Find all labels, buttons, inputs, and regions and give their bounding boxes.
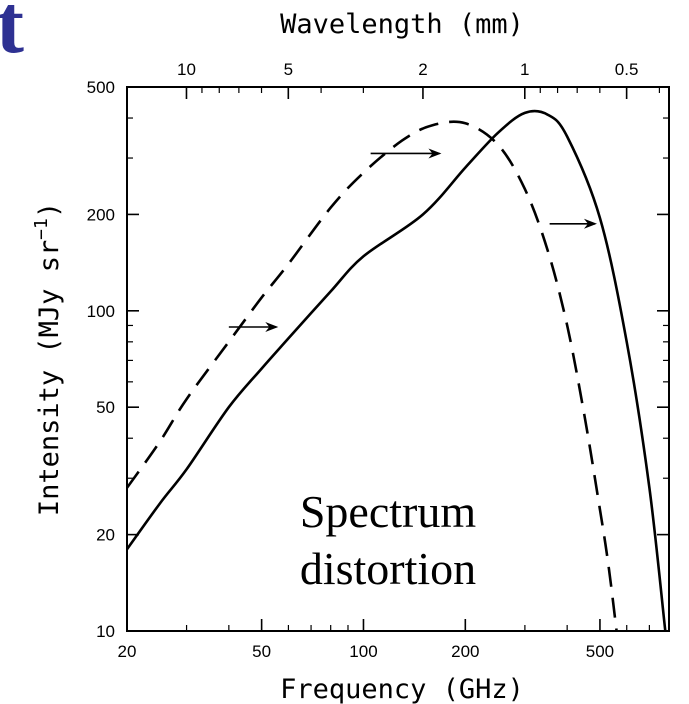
shift-arrow-head — [583, 218, 597, 229]
top-axis-title: Wavelength (mm) — [280, 9, 524, 40]
x-tick-label: 500 — [586, 642, 614, 661]
series-line-solid — [125, 109, 667, 632]
top-tick-label: 0.5 — [615, 60, 639, 79]
top-tick-label: 2 — [418, 60, 427, 79]
axis-ticks — [126, 86, 669, 632]
x-axis-title: Frequency (GHz) — [280, 674, 524, 704]
corner-title-fragment: t — [0, 0, 24, 71]
series-curves — [125, 109, 667, 632]
shift-arrow — [228, 322, 279, 333]
annotation-line-1: Spectrum — [300, 486, 477, 537]
shift-arrow — [370, 148, 442, 159]
y-tick-label: 20 — [96, 526, 115, 545]
shift-arrow-head — [428, 148, 442, 159]
y-axis-title-main: Intensity (MJy sr — [34, 240, 65, 516]
top-tick-label: 5 — [284, 60, 293, 79]
shift-arrow-head — [265, 322, 279, 333]
y-tick-label: 200 — [87, 205, 115, 224]
x-tick-label: 100 — [349, 642, 377, 661]
x-tick-label: 50 — [252, 642, 271, 661]
top-tick-label: 1 — [520, 60, 529, 79]
y-axis-title: Intensity (MJy sr−1) — [31, 202, 65, 516]
y-axis-title-exponent: −1 — [31, 218, 52, 240]
y-tick-label: 50 — [96, 398, 115, 417]
annotation-line-2: distortion — [300, 543, 476, 594]
top-tick-label: 10 — [177, 60, 196, 79]
shift-arrow — [549, 218, 597, 229]
x-tick-label: 200 — [451, 642, 479, 661]
plot-frame — [126, 86, 670, 632]
y-tick-label: 10 — [96, 622, 115, 641]
series-line-dashed — [125, 120, 618, 632]
x-tick-label: 20 — [118, 642, 137, 661]
y-axis-title-suffix: ) — [34, 202, 65, 218]
y-tick-label: 100 — [87, 302, 115, 321]
y-tick-label: 500 — [87, 78, 115, 97]
shift-arrows — [228, 148, 597, 333]
